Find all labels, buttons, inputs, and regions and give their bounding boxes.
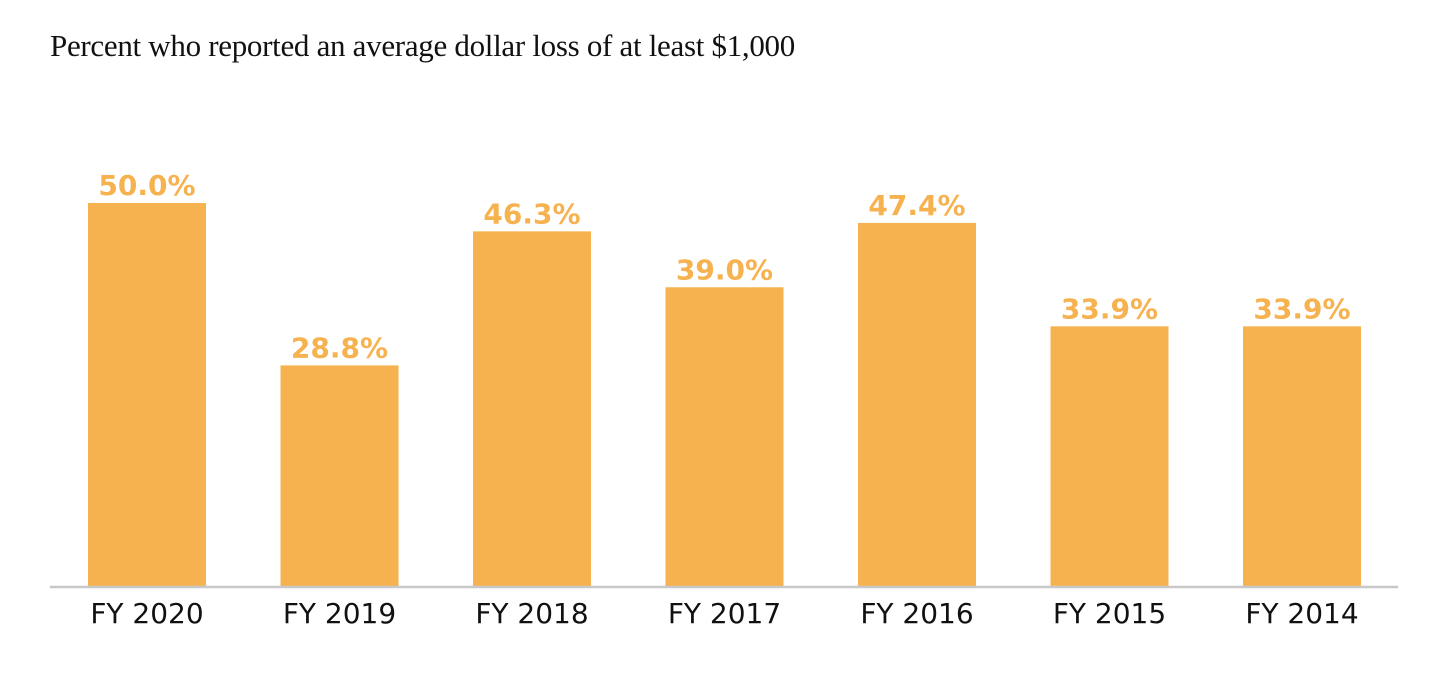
chart-title: Percent who reported an average dollar l… (50, 28, 795, 63)
bar-fy-2019 (280, 365, 399, 586)
data-label: 28.8% (291, 331, 388, 364)
x-tick-label: FY 2018 (475, 597, 588, 630)
bar-fy-2016 (858, 222, 976, 586)
data-label: 33.9% (1253, 292, 1350, 325)
bar-fy-2020 (88, 203, 206, 586)
x-tick-label: FY 2019 (283, 597, 396, 630)
data-label: 39.0% (676, 253, 773, 286)
x-tick-label: FY 2015 (1053, 597, 1166, 630)
data-label: 46.3% (483, 197, 580, 230)
x-tick-label: FY 2014 (1245, 597, 1358, 630)
bar-fy-2017 (665, 287, 784, 586)
data-label: 47.4% (868, 189, 965, 222)
x-tick-label: FY 2017 (668, 597, 781, 630)
x-tick-label: FY 2016 (860, 597, 973, 630)
data-label: 50.0% (98, 169, 195, 202)
bar-fy-2018 (473, 231, 591, 587)
x-tick-label: FY 2020 (90, 597, 203, 630)
data-label: 33.9% (1061, 292, 1158, 325)
bar-fy-2014 (1243, 326, 1361, 586)
bar-fy-2015 (1050, 326, 1169, 586)
